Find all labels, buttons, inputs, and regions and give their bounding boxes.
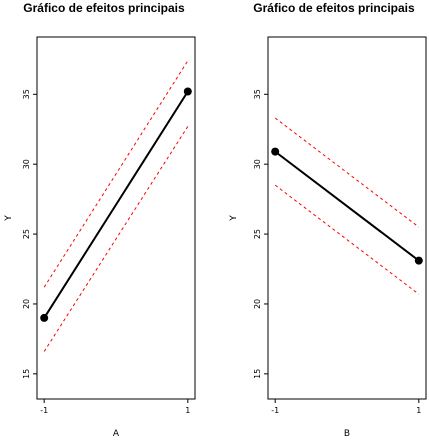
- lower-bound-line: [274, 184, 420, 295]
- x-axis-label: A: [113, 429, 120, 439]
- mark-group: [271, 117, 423, 295]
- x-tick-label: 1: [185, 406, 190, 415]
- plot-frame: [36, 36, 196, 400]
- y-tick-label: 25: [253, 229, 262, 239]
- y-tick-label: 35: [22, 89, 31, 99]
- y-axis-label: Y: [4, 215, 14, 222]
- main-effect-point: [40, 313, 49, 322]
- tick-group: 15 20 25 30 35 -1 1: [253, 89, 421, 415]
- x-axis-label: B: [344, 429, 350, 439]
- chart-title: Gráfico de efeitos principais: [23, 1, 185, 15]
- main-effects-panel-b: Gráfico de efeitos principais B Y 15 20 25…: [229, 1, 427, 439]
- y-tick-label: 20: [22, 299, 31, 309]
- x-tick-label: -1: [271, 406, 279, 415]
- main-effect-point: [183, 87, 192, 96]
- main-effect-point: [271, 147, 280, 156]
- upper-bound-line: [43, 60, 189, 288]
- main-effects-panel-a: Gráfico de efeitos principais A Y 15 20 25…: [4, 1, 196, 439]
- x-tick-label: 1: [416, 406, 421, 415]
- main-effect-line: [274, 150, 420, 262]
- y-axis-label: Y: [229, 215, 239, 222]
- tick-group: 15 20 25 30 35 -1 1: [22, 89, 190, 415]
- y-tick-label: 30: [22, 159, 31, 169]
- y-tick-label: 15: [22, 369, 31, 379]
- y-tick-label: 15: [253, 369, 262, 379]
- x-tick-label: -1: [40, 406, 48, 415]
- plot-frame: [267, 36, 427, 400]
- y-tick-label: 30: [253, 159, 262, 169]
- y-tick-label: 35: [253, 89, 262, 99]
- chart-title: Gráfico de efeitos principais: [253, 1, 415, 15]
- upper-bound-line: [274, 117, 420, 228]
- main-effect-point: [414, 256, 423, 265]
- lower-bound-line: [43, 126, 189, 352]
- mark-group: [40, 60, 192, 352]
- main-effect-line: [43, 90, 189, 319]
- y-tick-label: 20: [253, 299, 262, 309]
- y-tick-label: 25: [22, 229, 31, 239]
